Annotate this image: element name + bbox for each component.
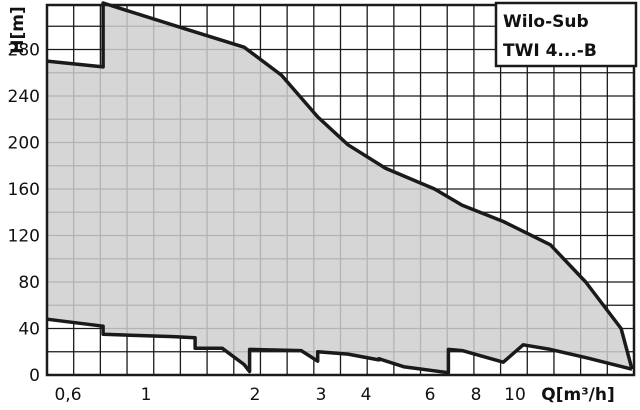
y-axis-label: H[m] [8,6,28,53]
x-tick-label: 1 [141,385,152,405]
legend-title-line-2: TWI 4...-B [503,41,597,61]
x-axis-label: Q[m³/h] [541,385,614,405]
legend-title-line-1: Wilo-Sub [503,12,589,32]
x-tick-label: 10 [504,385,526,405]
y-tick-label: 0 [29,366,40,386]
y-tick-label: 160 [8,180,40,200]
operating-range-area [47,3,632,373]
x-tick-label: 8 [471,385,482,405]
max-head-curve [46,1,634,370]
tick-labels: 0 40 80 120 160 200 240 280 0,6 1 2 3 4 6 8 10 [8,41,526,406]
x-tick-label: 2 [250,385,261,405]
x-tick-label: 6 [425,385,436,405]
min-head-curve [46,317,633,375]
y-tick-label: 120 [8,227,40,247]
y-tick-label: 40 [18,320,40,340]
y-tick-label: 80 [18,273,40,293]
x-tick-label: 4 [361,385,372,405]
y-tick-label: 200 [8,134,40,154]
x-tick-label: 0,6 [54,385,81,405]
plot-frame [45,3,636,377]
y-tick-label: 240 [8,87,40,107]
legend-box: Wilo-Sub TWI 4...-B [494,1,638,68]
x-tick-label: 3 [316,385,327,405]
y-tick-label: 280 [8,41,40,61]
legend-frame [494,1,638,68]
